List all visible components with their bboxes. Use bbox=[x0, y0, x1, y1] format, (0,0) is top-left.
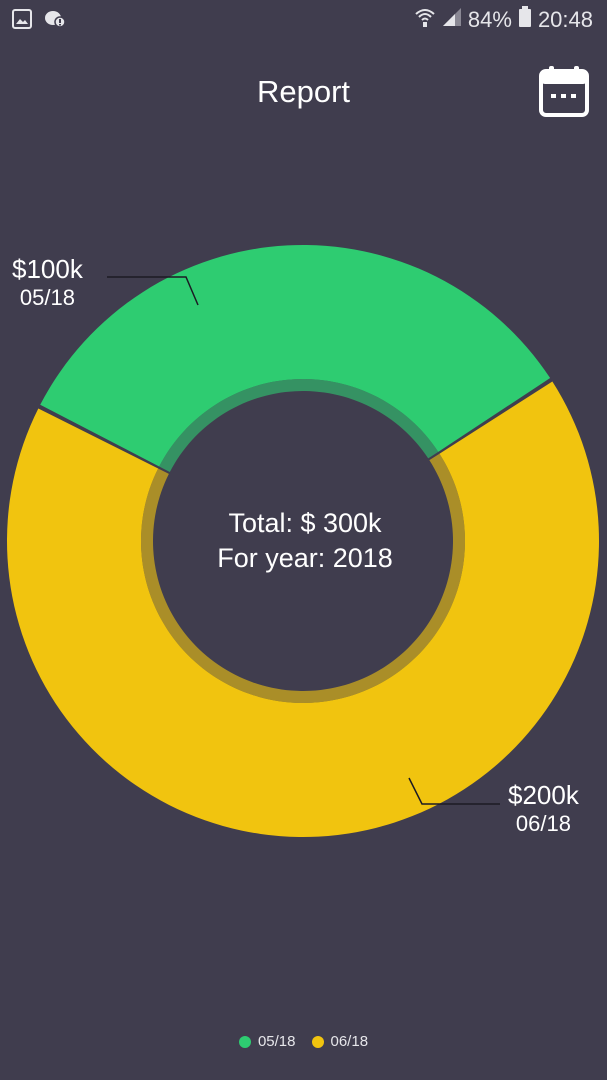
calendar-button[interactable] bbox=[539, 64, 589, 118]
slice-label-0: $100k 05/18 bbox=[12, 254, 83, 311]
slice-category-label: 06/18 bbox=[515, 811, 571, 836]
legend-dot bbox=[311, 1035, 324, 1048]
legend-label: 05/18 bbox=[257, 1033, 296, 1050]
chart-legend: 05/18 06/18 bbox=[0, 1033, 607, 1050]
app-header: Report bbox=[0, 50, 607, 140]
inner-ring-segment-0 bbox=[159, 379, 439, 472]
calendar-icon bbox=[539, 66, 589, 122]
wifi-icon bbox=[414, 6, 436, 34]
pie-slice-1[interactable] bbox=[7, 381, 600, 838]
clock: 20:48 bbox=[537, 7, 593, 32]
page-title: Report bbox=[256, 74, 351, 109]
slice-value-label: $100k bbox=[12, 254, 83, 284]
leader-line-0 bbox=[107, 276, 199, 306]
signal-icon bbox=[442, 7, 462, 33]
slice-category-label: 05/18 bbox=[19, 285, 75, 310]
legend-dot bbox=[238, 1035, 251, 1048]
year-text: For year: 2018 bbox=[217, 543, 393, 573]
slice-value-label: $200k bbox=[508, 780, 579, 810]
leader-line-1 bbox=[408, 777, 500, 805]
total-text: Total: $ 300k bbox=[228, 508, 382, 538]
status-right: 84% 20:48 bbox=[414, 6, 593, 34]
battery-icon bbox=[518, 6, 532, 34]
legend-item-1: 06/18 bbox=[311, 1033, 369, 1050]
gallery-icon bbox=[12, 9, 32, 34]
chat-bubble-icon bbox=[44, 9, 66, 34]
pie-slice-0[interactable] bbox=[40, 244, 551, 467]
battery-percent: 84% bbox=[467, 7, 512, 32]
legend-item-0: 05/18 bbox=[238, 1033, 296, 1050]
slice-label-1: $200k 06/18 bbox=[508, 780, 579, 837]
status-bar: 84% 20:48 bbox=[0, 0, 607, 40]
status-left bbox=[12, 9, 66, 34]
legend-label: 06/18 bbox=[330, 1033, 369, 1050]
